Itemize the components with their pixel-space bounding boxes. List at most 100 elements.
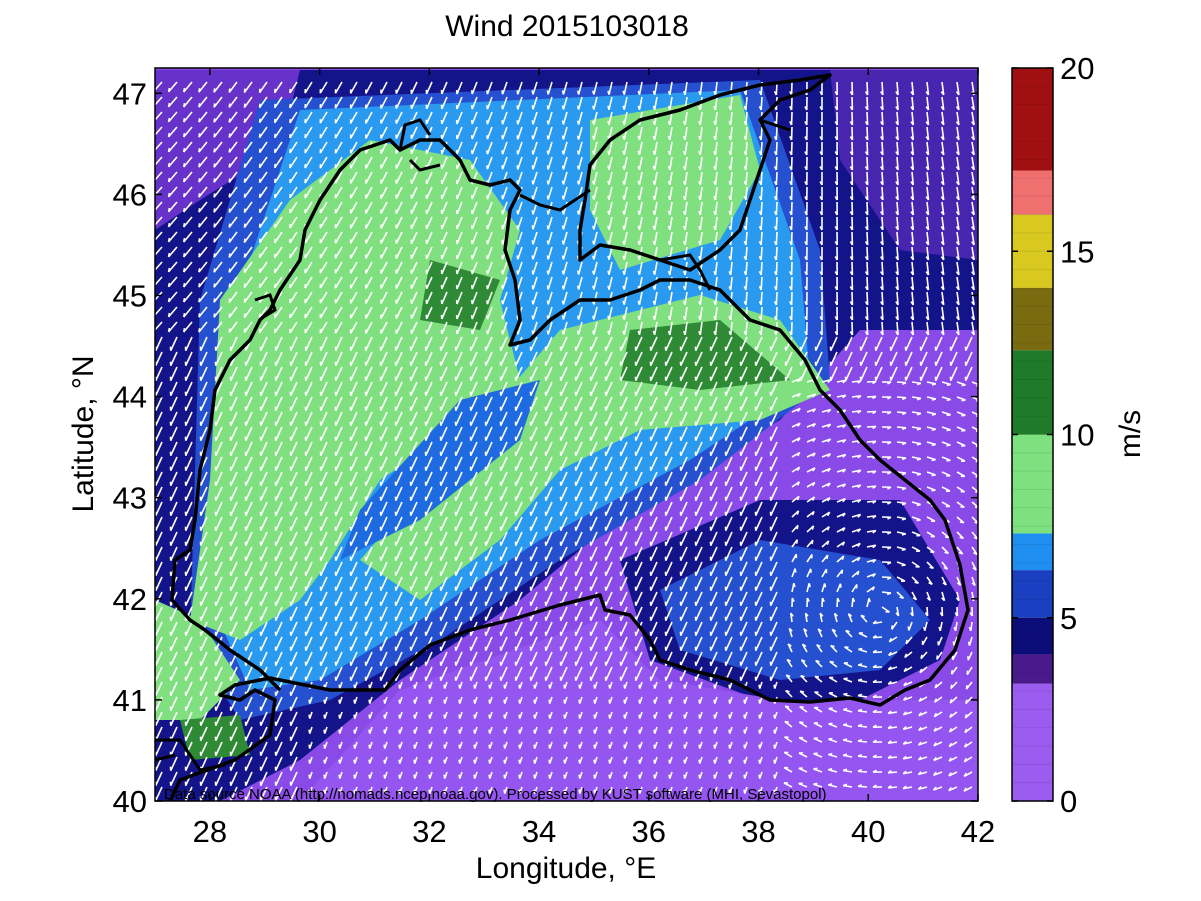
wind-arrow-head bbox=[501, 210, 504, 215]
wind-arrow bbox=[213, 96, 223, 108]
wind-arrow-head bbox=[622, 285, 626, 290]
wind-arrow-head bbox=[638, 714, 641, 719]
wind-arrow bbox=[530, 411, 538, 426]
wind-arrow bbox=[456, 291, 463, 305]
wind-arrow-head bbox=[592, 120, 595, 125]
wind-arrow bbox=[260, 621, 268, 636]
wind-arrow-head bbox=[925, 241, 930, 246]
wind-arrow bbox=[185, 651, 193, 666]
wind-arrow bbox=[530, 456, 538, 471]
wind-arrow bbox=[638, 231, 643, 245]
wind-arrow-head bbox=[895, 256, 899, 261]
wind-arrow bbox=[740, 366, 748, 381]
wind-arrow bbox=[971, 381, 978, 386]
wind-arrow bbox=[275, 336, 283, 351]
wind-arrow bbox=[425, 441, 433, 456]
wind-arrow bbox=[896, 321, 899, 336]
wind-arrow bbox=[335, 531, 343, 546]
wind-arrow bbox=[470, 471, 478, 486]
wind-arrow bbox=[320, 516, 328, 531]
wind-arrow bbox=[920, 366, 928, 381]
wind-arrow bbox=[155, 441, 163, 456]
wind-arrow-head bbox=[952, 641, 955, 646]
wind-arrow bbox=[470, 561, 478, 576]
wind-arrow bbox=[198, 186, 208, 198]
wind-arrow bbox=[260, 711, 268, 726]
wind-arrow bbox=[213, 201, 223, 213]
wind-arrow bbox=[334, 291, 343, 304]
wind-arrow bbox=[740, 456, 748, 471]
wind-arrow bbox=[745, 171, 748, 186]
wind-arrow-head bbox=[652, 330, 656, 336]
wind-arrow bbox=[425, 501, 433, 516]
wind-arrow-head bbox=[682, 120, 686, 126]
wind-arrow bbox=[650, 666, 658, 681]
wind-arrow bbox=[486, 216, 493, 230]
wind-arrow bbox=[710, 366, 718, 381]
wind-arrow bbox=[275, 501, 283, 516]
wind-arrow-head bbox=[804, 286, 808, 291]
wind-arrow bbox=[470, 531, 478, 546]
wind-arrow bbox=[755, 621, 763, 636]
wind-arrow-head bbox=[789, 166, 793, 171]
wind-arrow bbox=[729, 141, 733, 156]
wind-arrow bbox=[155, 81, 163, 92]
wind-arrow-head bbox=[546, 300, 550, 305]
wind-arrow bbox=[881, 306, 884, 321]
wind-arrow-head bbox=[698, 285, 702, 291]
wind-arrow-head bbox=[916, 382, 922, 386]
wind-arrow bbox=[695, 411, 703, 426]
wind-arrow bbox=[545, 621, 553, 636]
wind-arrow bbox=[274, 261, 283, 274]
wind-arrow bbox=[623, 141, 628, 155]
wind-arrow-head bbox=[622, 210, 626, 215]
wind-arrow bbox=[608, 246, 613, 260]
wind-arrow bbox=[575, 366, 583, 381]
wind-arrow-head bbox=[503, 714, 506, 719]
wind-arrow-head bbox=[713, 255, 717, 261]
wind-arrow bbox=[623, 111, 628, 125]
wind-arrow bbox=[395, 171, 403, 185]
wind-arrow-head bbox=[797, 378, 802, 383]
wind-arrow bbox=[425, 231, 433, 245]
wind-arrow bbox=[729, 186, 733, 201]
wind-arrow bbox=[830, 366, 838, 381]
wind-arrow bbox=[635, 426, 643, 441]
wind-arrow bbox=[517, 216, 523, 230]
wind-arrow-head bbox=[796, 525, 799, 530]
wind-arrow bbox=[230, 666, 238, 681]
wind-arrow bbox=[290, 636, 298, 651]
wind-arrow-head bbox=[622, 225, 626, 230]
wind-arrow bbox=[830, 351, 838, 366]
wind-arrow-head bbox=[842, 379, 847, 384]
wind-arrow-head bbox=[940, 256, 945, 261]
wind-arrow bbox=[680, 591, 688, 606]
wind-arrow-head bbox=[872, 634, 877, 639]
wind-arrow bbox=[590, 351, 598, 366]
wind-arrow-head bbox=[167, 252, 171, 258]
wind-arrow-head bbox=[561, 210, 565, 215]
wind-arrow bbox=[562, 321, 568, 335]
wind-arrow-head bbox=[308, 699, 311, 704]
wind-arrow bbox=[183, 156, 193, 168]
wind-arrow-head bbox=[548, 744, 551, 749]
wind-arrow-head bbox=[880, 181, 884, 186]
wind-arrow-head bbox=[516, 180, 519, 185]
wind-arrow bbox=[935, 336, 943, 351]
wind-arrow-head bbox=[773, 301, 778, 306]
wind-arrow bbox=[365, 396, 373, 411]
wind-arrow bbox=[501, 111, 508, 125]
wind-arrow bbox=[215, 501, 223, 516]
wind-arrow-head bbox=[667, 330, 671, 336]
wind-arrow bbox=[547, 171, 553, 185]
wind-arrow-head bbox=[398, 714, 401, 719]
wind-arrow bbox=[699, 216, 703, 230]
wind-arrow bbox=[714, 156, 718, 171]
wind-arrow-head bbox=[925, 211, 930, 216]
wind-arrow bbox=[729, 246, 733, 261]
wind-arrow bbox=[260, 486, 268, 501]
wind-arrow-head bbox=[811, 496, 816, 501]
wind-arrow bbox=[485, 576, 493, 591]
wind-arrow bbox=[860, 366, 868, 381]
wind-arrow bbox=[455, 396, 463, 411]
